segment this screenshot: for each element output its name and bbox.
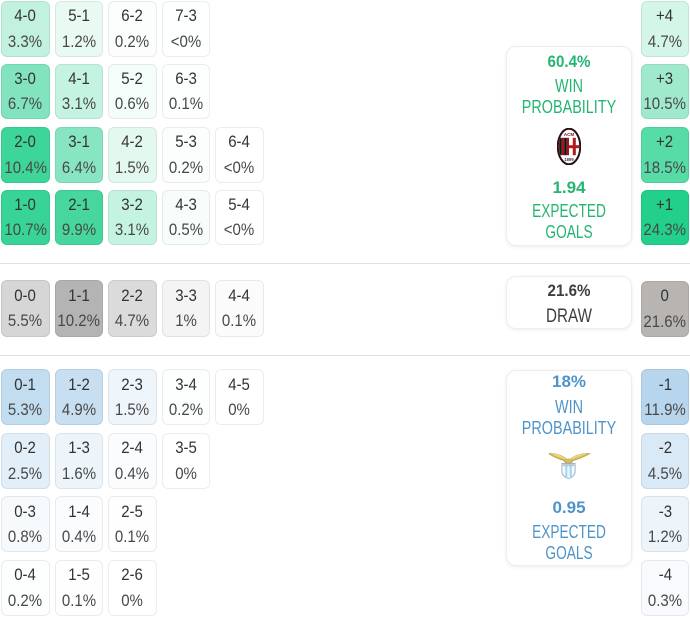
svg-text:1899: 1899: [564, 157, 574, 162]
svg-text:ACM: ACM: [563, 132, 574, 137]
